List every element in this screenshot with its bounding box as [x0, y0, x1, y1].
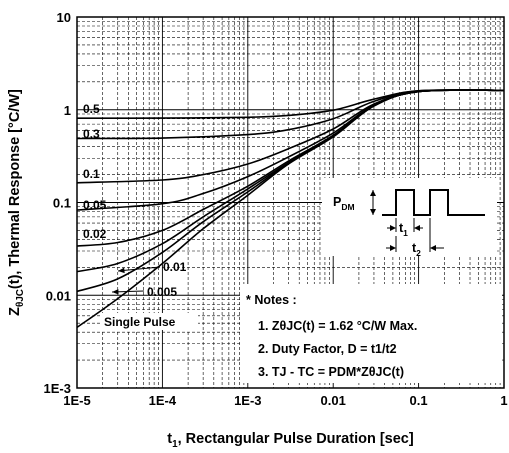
- curve-label-0-01: 0.01: [163, 260, 187, 274]
- y-tick-label: 1E-3: [44, 381, 71, 396]
- notes-background: [240, 284, 502, 383]
- y-axis-label: ZθJC(t), Thermal Response [°C/W]: [7, 89, 26, 316]
- curve-label-arrow: [117, 266, 161, 272]
- x-tick-labels: 1E-5 1E-4 1E-3 0.01 0.1 1: [63, 393, 507, 408]
- t2-arrow-right: [430, 245, 436, 251]
- curve-label-0-05: 0.05: [83, 198, 107, 212]
- pdm-arrow-down: [370, 209, 376, 215]
- y-tick-label: 0.01: [46, 288, 71, 303]
- x-tick-label: 1E-4: [149, 393, 177, 408]
- single-pulse-label-bg: [100, 313, 198, 330]
- y-tick-label: 1: [64, 103, 71, 118]
- t2-label: t2: [412, 241, 421, 258]
- notes-box: * Notes : 1. ZθJC(t) = 1.62 °C/W Max. 2. D…: [240, 284, 502, 383]
- curve-label-0-3: 0.3: [83, 127, 100, 141]
- x-tick-label: 0.1: [410, 393, 428, 408]
- curve-label-0-005: 0.005: [147, 285, 177, 299]
- x-tick-label: 1E-3: [234, 393, 261, 408]
- pdm-arrow-up: [370, 190, 376, 196]
- t1-arrow-right: [414, 225, 420, 231]
- t1-label: t1: [399, 221, 408, 238]
- y-tick-labels: 10 1 0.1 0.01 1E-3: [44, 10, 71, 396]
- pdm-label: PDM: [333, 195, 355, 212]
- note-line-3: 3. TJ - TC = PDM*ZθJC(t): [258, 365, 404, 379]
- plot-frame: [76, 16, 505, 389]
- y-tick-label: 0.1: [53, 196, 71, 211]
- t1-arrow-left: [390, 225, 396, 231]
- curve-0-1: [76, 89, 505, 184]
- axis-labels: t1, Rectangular Pulse Duration [sec] ZθJC…: [7, 89, 414, 450]
- y-tick-label: 10: [57, 10, 71, 25]
- x-tick-label: 1E-5: [63, 393, 90, 408]
- curve-label-single-pulse: Single Pulse: [104, 315, 176, 329]
- pulse-waveform: [382, 189, 485, 216]
- t2-arrow-left: [390, 245, 396, 251]
- series-curves: [76, 89, 505, 329]
- curve-labels: 0.5 0.3 0.1 0.05 0.02 0.01 0.005 Single Pulse: [83, 102, 198, 330]
- curve-label-arrowhead: [118, 267, 125, 274]
- note-line-1: 1. ZθJC(t) = 1.62 °C/W Max.: [258, 319, 417, 333]
- notes-title: * Notes :: [246, 293, 297, 307]
- x-tick-label: 0.01: [321, 393, 346, 408]
- curve-label-arrowhead: [112, 289, 119, 295]
- x-tick-label: 1: [500, 393, 507, 408]
- note-line-2: 2. Duty Factor, D = t1/t2: [258, 342, 397, 356]
- x-axis-label: t1, Rectangular Pulse Duration [sec]: [167, 431, 414, 450]
- curve-single-pulse: [76, 89, 505, 329]
- curve-label-0-1: 0.1: [83, 167, 100, 181]
- curve-label-0-5: 0.5: [83, 102, 100, 116]
- curve-label-0-02: 0.02: [83, 227, 107, 241]
